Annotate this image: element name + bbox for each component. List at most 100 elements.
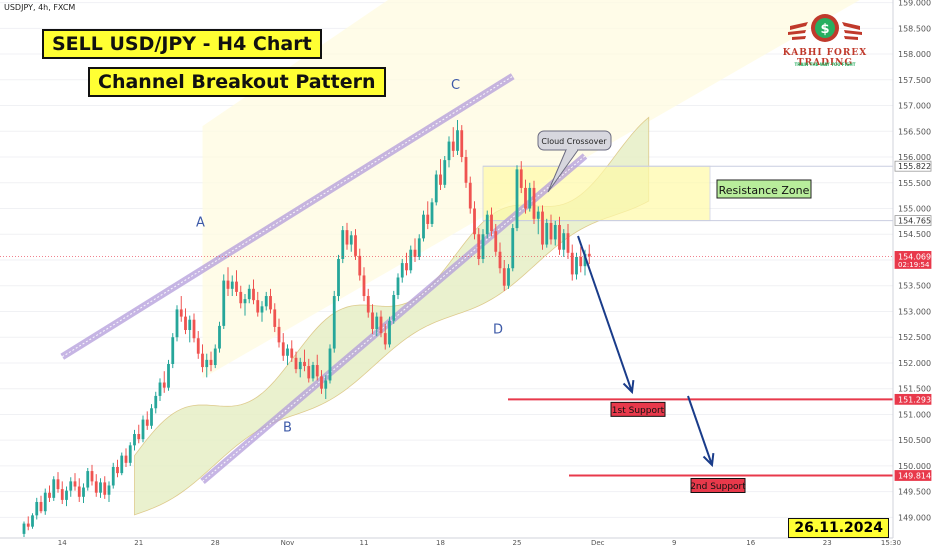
candle [82, 483, 85, 503]
candle [460, 125, 464, 163]
candle [532, 180, 536, 224]
y-tick-label: 159.000 [898, 0, 931, 8]
candle-body [396, 277, 400, 295]
candle [320, 370, 323, 394]
candle-body [570, 252, 574, 275]
candle [490, 207, 493, 237]
resistance-label-bg [716, 179, 812, 199]
candle-body [239, 291, 243, 304]
y-tick-label: 151.000 [898, 410, 931, 419]
candle-body [145, 419, 149, 426]
y-tick-label: 158.500 [898, 24, 931, 33]
candle [400, 258, 404, 283]
candle-body [464, 157, 468, 183]
candle-body [392, 294, 396, 321]
y-tick-label: 150.000 [898, 462, 931, 471]
candle-body [345, 230, 349, 245]
candle [507, 264, 510, 289]
candle [519, 161, 523, 194]
candle [528, 182, 532, 212]
callout-pointer [547, 149, 579, 193]
x-tick-label: 15:30 [881, 539, 901, 547]
candle [86, 467, 90, 491]
candle-body [252, 288, 255, 301]
candle-body [120, 455, 124, 474]
candle [332, 290, 336, 353]
candle [56, 472, 60, 493]
x-tick-label: 25 [513, 539, 522, 547]
candle [286, 344, 289, 366]
candle-body [362, 275, 366, 297]
candle-body [73, 481, 77, 487]
candle [269, 288, 272, 314]
candle [94, 474, 98, 497]
candle [35, 497, 39, 520]
x-tick-label: 21 [134, 539, 143, 547]
price-tag-value: 151.293 [898, 395, 931, 404]
y-tick-label: 152.000 [898, 359, 931, 368]
y-tick-label: 150.500 [898, 436, 931, 445]
candle-body [307, 366, 311, 379]
candle-body [545, 222, 549, 245]
candle-body [65, 490, 68, 500]
y-tick-label: 149.000 [898, 513, 931, 522]
support-label-bg [610, 401, 666, 417]
candle-body [201, 353, 204, 368]
candle [171, 333, 175, 369]
candle-body [417, 238, 421, 257]
candle [290, 340, 294, 362]
chart-title: SELL USD/JPY - H4 Chart [42, 29, 322, 59]
candle [362, 267, 366, 302]
candle-body [209, 359, 213, 366]
candle [52, 476, 56, 501]
candle-body [171, 337, 175, 364]
symbol-label: USDJPY, 4h, FXCM [4, 3, 76, 12]
candle [281, 333, 285, 361]
candle [273, 303, 277, 333]
candle-body [77, 486, 81, 497]
candle [375, 312, 379, 337]
candle [468, 176, 472, 214]
candle-body [337, 258, 340, 297]
candle-body [26, 523, 30, 527]
x-tick-label: 28 [211, 539, 220, 547]
candle-body [366, 296, 370, 313]
candle [341, 226, 345, 264]
candle [162, 371, 166, 393]
candle-body [320, 376, 323, 389]
candle-body [167, 363, 170, 388]
candle-body [205, 359, 209, 368]
candle-body [451, 141, 455, 151]
x-tick-label: 18 [436, 539, 445, 547]
candle-body [137, 434, 141, 440]
candle [222, 274, 226, 329]
candle-body [133, 434, 136, 446]
candle [498, 242, 502, 274]
candle-body [52, 479, 56, 498]
candle-body [303, 361, 306, 367]
candle [579, 246, 583, 273]
price-tag-value: 149.814 [898, 471, 931, 480]
support-label-text: 1st Support [612, 406, 665, 416]
candle [311, 361, 315, 382]
candle [252, 279, 255, 305]
time-axis: 14 21 28 Nov 11 18 25 Dec 9 16 23 15:30 [0, 537, 901, 550]
candle-body [553, 224, 557, 240]
candle [337, 254, 340, 302]
brand-tagline: TRAIN THE WAY YOU FIGHT [794, 62, 856, 67]
candle-body [277, 326, 281, 343]
candle [154, 391, 158, 414]
candle-body [124, 455, 128, 463]
candle [536, 206, 540, 235]
candle [247, 284, 251, 304]
candle [354, 229, 357, 260]
candle [426, 201, 430, 230]
support-lines: 1st Support 2nd Support [0, 256, 893, 493]
price-tag-value: 154.069 [898, 252, 931, 261]
candle-body [56, 479, 60, 490]
candle-body [286, 348, 289, 356]
chart-labels: Cloud Crossover A B C D [196, 78, 612, 435]
candle [137, 424, 141, 444]
candle-body [188, 319, 192, 331]
point-label-b: B [283, 420, 292, 435]
